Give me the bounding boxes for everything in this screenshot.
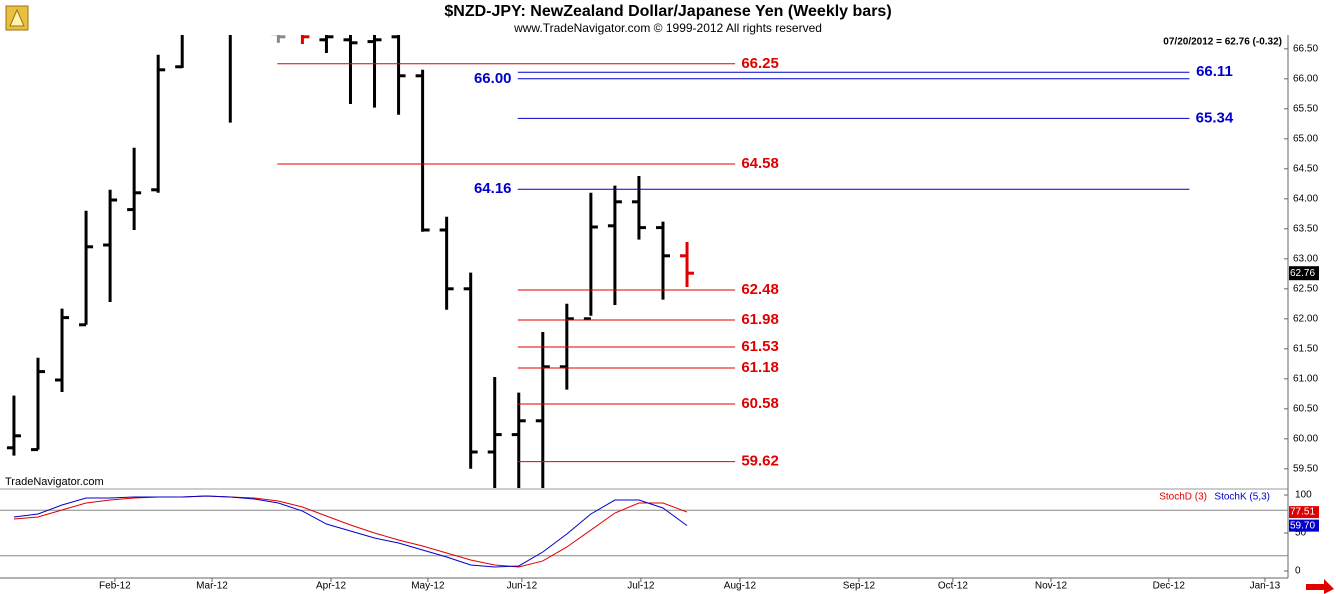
y-tick-label: 64.50 — [1293, 163, 1318, 174]
price-bar — [103, 189, 118, 302]
price-header: 07/20/2012 = 62.76 (-0.32) — [1163, 37, 1282, 48]
y-tick-label: 62.00 — [1293, 313, 1318, 324]
x-tick-label: Sep-12 — [843, 581, 876, 592]
x-tick-label: Feb-12 — [99, 581, 131, 592]
stoch-tick-label: 0 — [1295, 566, 1301, 577]
legend-entry: StochK (5,3) — [1214, 492, 1270, 503]
x-tick-label: Jan-13 — [1250, 581, 1281, 592]
price-bar — [583, 192, 598, 321]
stoch-tick-label: 50 — [1295, 528, 1307, 539]
price-pane — [6, 35, 695, 488]
stoch-line — [13, 495, 688, 568]
price-bar — [175, 35, 184, 69]
level-label: 65.34 — [1196, 109, 1234, 126]
level-label: 60.58 — [741, 395, 779, 412]
last-price-label: 62.76 — [1290, 268, 1315, 279]
y-tick-label: 64.00 — [1293, 193, 1318, 204]
price-bar — [511, 392, 526, 488]
stoch-line — [13, 495, 688, 568]
legend-entry: StochD (3) — [1159, 492, 1207, 503]
price-bar — [535, 332, 550, 488]
level-label: 66.25 — [741, 55, 779, 72]
logo — [5, 5, 29, 31]
chart-subtitle: www.TradeNavigator.com © 1999-2012 All r… — [513, 21, 822, 35]
y-tick-label: 66.50 — [1293, 43, 1318, 54]
price-bar — [367, 35, 382, 108]
price-bar — [319, 35, 334, 53]
level-label: 59.62 — [741, 453, 779, 470]
x-tick-label: Mar-12 — [196, 581, 228, 592]
watermark: TradeNavigator.com — [5, 476, 104, 488]
level-label: 61.18 — [741, 359, 779, 376]
price-bar — [607, 185, 622, 305]
x-tick-label: Apr-12 — [316, 581, 346, 592]
level-label: 64.16 — [474, 180, 512, 197]
y-tick-label: 62.50 — [1293, 283, 1318, 294]
y-tick-label: 59.50 — [1293, 463, 1318, 474]
price-bar — [439, 216, 454, 310]
x-tick-label: Aug-12 — [724, 581, 757, 592]
x-tick-label: Jun-12 — [507, 581, 538, 592]
price-bar — [463, 272, 478, 469]
last-price-box — [1289, 266, 1319, 281]
stoch-last-label: 59.70 — [1290, 520, 1315, 531]
price-bar — [415, 69, 430, 232]
y-tick-label: 61.00 — [1293, 373, 1318, 384]
price-bar — [6, 395, 21, 456]
price-bar — [300, 35, 310, 44]
level-label: 64.58 — [741, 155, 779, 172]
x-tick-label: Jul-12 — [627, 581, 655, 592]
level-label: 61.98 — [741, 311, 779, 328]
price-bar — [30, 357, 45, 452]
chart-title: $NZD-JPY: NewZealand Dollar/Japanese Yen… — [444, 3, 891, 20]
stoch-tick-label: 100 — [1295, 490, 1312, 501]
x-tick-label: Dec-12 — [1153, 581, 1186, 592]
y-tick-label: 65.50 — [1293, 103, 1318, 114]
scroll-arrow[interactable] — [1306, 579, 1334, 594]
level-label: 61.53 — [741, 338, 779, 355]
y-tick-label: 63.00 — [1293, 253, 1318, 264]
y-tick-label: 66.00 — [1293, 73, 1318, 84]
y-tick-label: 60.00 — [1293, 433, 1318, 444]
x-tick-label: Nov-12 — [1035, 581, 1068, 592]
price-bar — [79, 210, 94, 327]
level-label: 66.11 — [1196, 63, 1233, 80]
stoch-last-box — [1289, 519, 1319, 532]
stoch-last-box — [1289, 506, 1319, 519]
stoch-last-label: 77.51 — [1290, 507, 1315, 518]
x-tick-label: May-12 — [411, 581, 445, 592]
price-bar — [151, 54, 166, 193]
y-tick-label: 65.00 — [1293, 133, 1318, 144]
price-bar — [391, 35, 406, 115]
level-label: 62.48 — [741, 281, 779, 298]
x-tick-label: Oct-12 — [938, 581, 968, 592]
price-bar — [127, 147, 142, 230]
price-bar — [680, 242, 695, 287]
price-bar — [631, 176, 646, 240]
price-bar — [655, 221, 670, 300]
price-bar — [228, 35, 232, 123]
price-bar — [55, 308, 70, 392]
y-tick-label: 63.50 — [1293, 223, 1318, 234]
y-tick-label: 60.50 — [1293, 403, 1318, 414]
price-bar — [343, 35, 358, 104]
price-bar — [271, 35, 286, 43]
level-label: 66.00 — [474, 70, 512, 87]
y-tick-label: 61.50 — [1293, 343, 1318, 354]
price-bar — [487, 377, 502, 488]
